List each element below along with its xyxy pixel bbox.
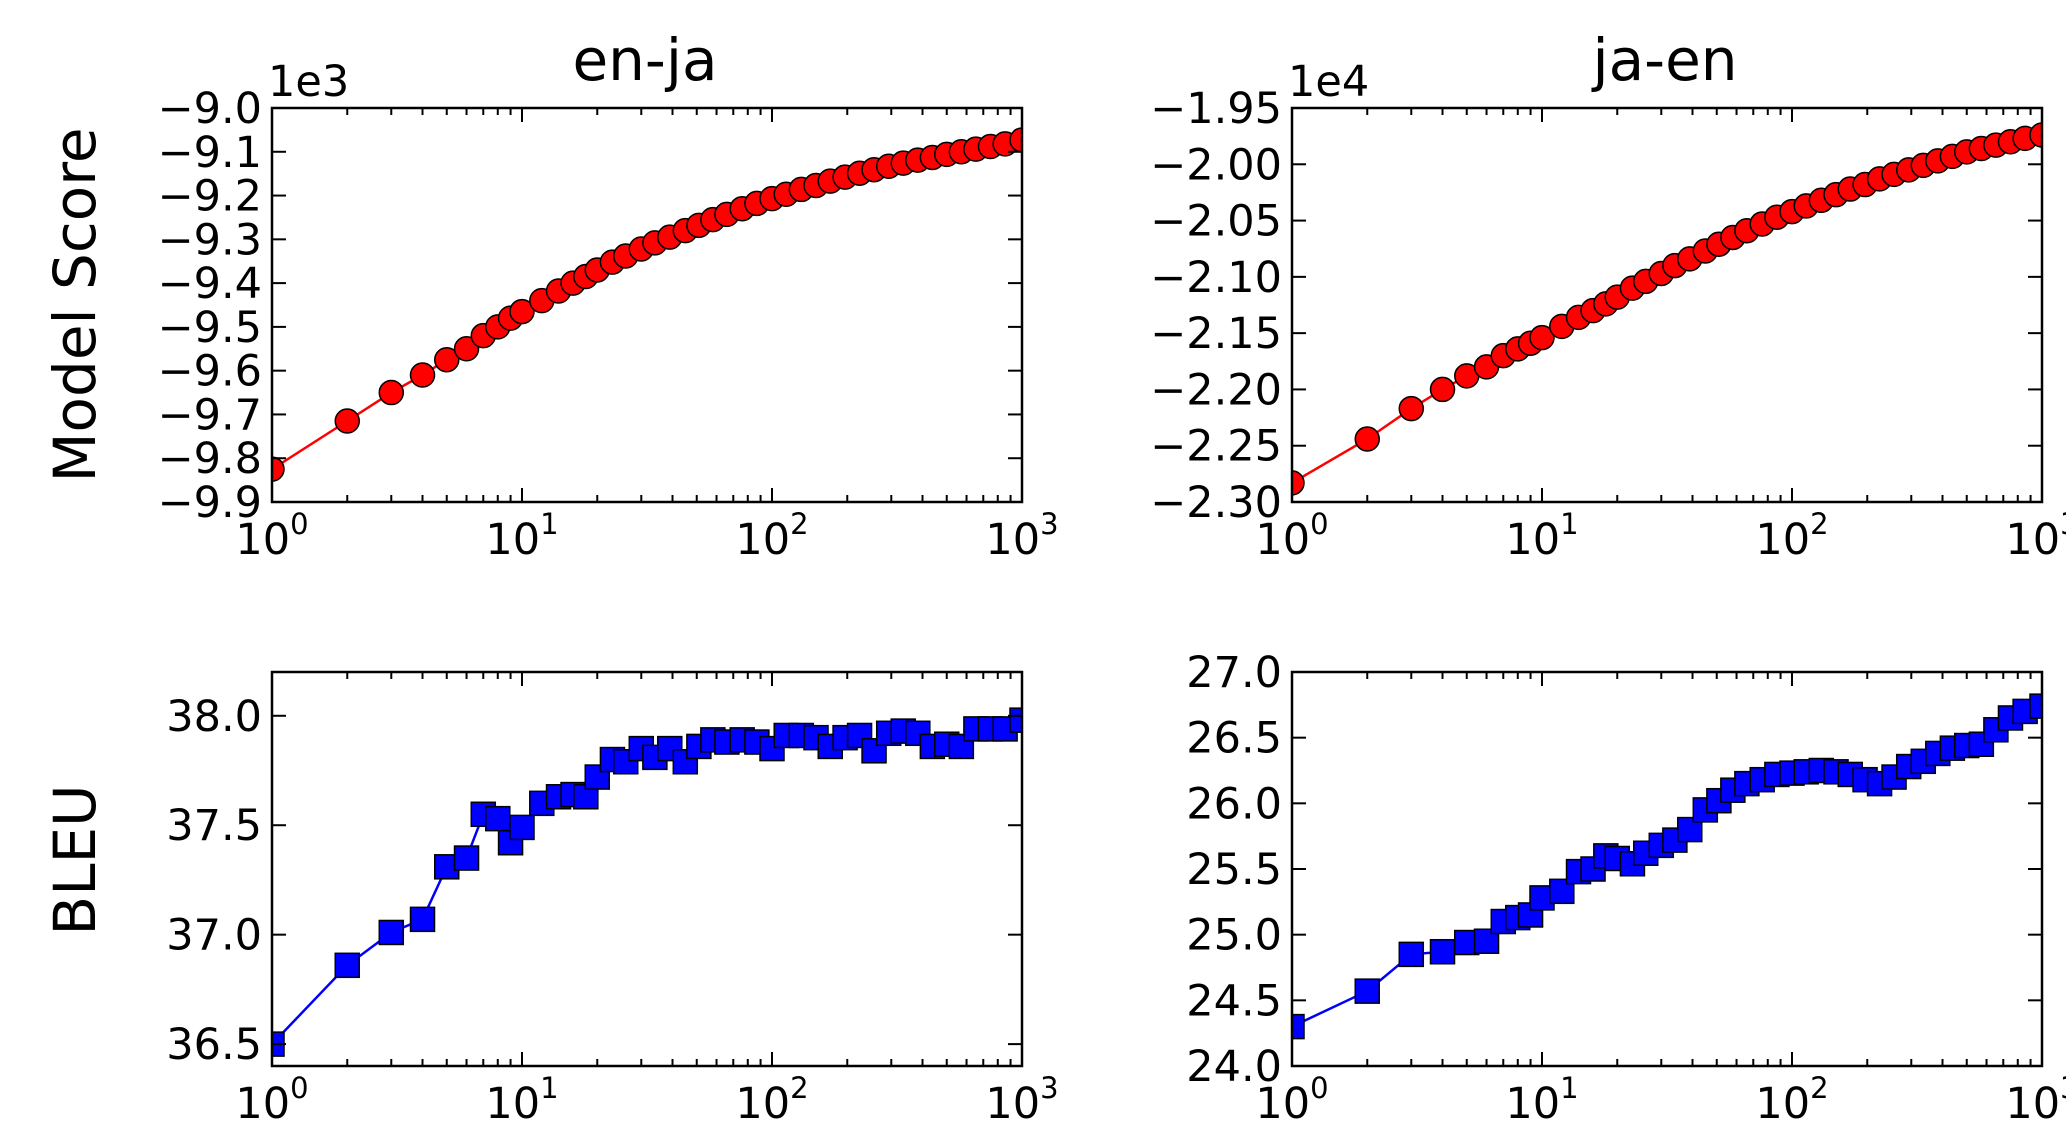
data-point (378, 919, 405, 946)
data-point (2029, 122, 2042, 148)
data-point (378, 379, 405, 406)
y-tick-label: −9.6 (158, 347, 262, 397)
data-point (1429, 938, 1456, 965)
y-tick-label: −9.4 (158, 259, 262, 309)
y-tick-label: 24.0 (1186, 1042, 1282, 1092)
data-point (453, 845, 480, 871)
data-point (334, 952, 361, 979)
y-tick-label: 38.0 (166, 692, 262, 742)
plot-en-ja-bleu: 100 101 102 103 36.5 37.0 37.5 38.0 (166, 670, 1059, 1129)
x-tick-label: 100 (235, 507, 308, 565)
column-title-en-ja: en-ja (572, 26, 717, 94)
y-tick-label: −9.5 (158, 303, 262, 353)
y-tick-label: −2.30 (1150, 478, 1282, 528)
data-point (1009, 127, 1022, 153)
x-tick-label: 101 (1505, 1071, 1578, 1129)
x-tick-label: 102 (735, 507, 808, 565)
y-tick-label: −9.3 (158, 215, 262, 265)
x-tick-label: 100 (1255, 1071, 1328, 1129)
axes-frame (1290, 106, 2044, 504)
y-tick-label: 24.5 (1186, 976, 1282, 1026)
x-tick-label: 100 (235, 1071, 308, 1129)
y-tick-label: −9.8 (158, 434, 262, 484)
row-label-model-score: Model Score (41, 127, 109, 482)
y-tick-label: −9.2 (158, 172, 262, 222)
axes-frame (270, 106, 1024, 504)
y-tick-label: −1.95 (1150, 84, 1282, 134)
x-tick-label: 101 (1505, 507, 1578, 565)
x-tick-label: 102 (735, 1071, 808, 1129)
data-point (334, 408, 361, 434)
y-tick-label: −2.05 (1150, 197, 1282, 247)
y-tick-label: −9.1 (158, 128, 262, 178)
plot-ja-en-bleu: 100 101 102 103 24.0 24.5 25.0 25.5 26.0 26.5 27.0 (1186, 648, 2066, 1129)
y-tick-label: −2.15 (1150, 309, 1282, 359)
y-tick-label: −9.0 (158, 84, 262, 134)
y-tick-label: 36.5 (166, 1020, 262, 1070)
x-tick-label: 102 (1755, 1071, 1828, 1129)
y-tick-label: −2.00 (1150, 140, 1282, 190)
y-tick-label: 37.5 (166, 801, 262, 851)
data-point (453, 336, 480, 362)
x-tick-label: 103 (985, 1071, 1058, 1129)
y-tick-label: 37.0 (166, 911, 262, 961)
data-point (1398, 395, 1425, 422)
data-point (433, 346, 460, 373)
data-point (2029, 693, 2042, 719)
data-point (1292, 470, 1305, 496)
data-point (409, 906, 436, 933)
column-title-ja-en: ja-en (1590, 26, 1737, 94)
data-point (409, 362, 436, 388)
x-tick-label: 103 (985, 507, 1058, 565)
x-tick-label: 100 (1255, 507, 1328, 565)
x-tick-label: 101 (485, 507, 558, 565)
axes-frame (270, 670, 1024, 1068)
y-tick-label: −9.9 (158, 478, 262, 528)
data-point (1009, 707, 1022, 733)
x-tick-label: 102 (1755, 507, 1828, 565)
y-tick-label: 25.5 (1186, 845, 1282, 895)
data-point (1354, 426, 1381, 452)
data-point (272, 456, 285, 482)
data-point (509, 814, 535, 841)
x-tick-label: 103 (2005, 1071, 2066, 1129)
y-tick-label: −9.7 (158, 390, 262, 440)
x-tick-label: 101 (485, 1071, 558, 1129)
data-point (1529, 324, 1555, 351)
y-tick-label: 25.0 (1186, 911, 1282, 961)
data-point (1398, 941, 1425, 968)
y-tick-label: 26.0 (1186, 779, 1282, 829)
data-point (1292, 1013, 1305, 1040)
y-tick-label: −2.25 (1150, 422, 1282, 472)
y-tick-label: 27.0 (1186, 648, 1282, 698)
data-point (1429, 376, 1456, 403)
y-tick-label: 26.5 (1186, 714, 1282, 764)
y-tick-label: −2.10 (1150, 253, 1282, 303)
data-point (1354, 978, 1381, 1004)
y-offset-label: 1e4 (1288, 57, 1369, 107)
y-tick-label: −2.20 (1150, 365, 1282, 415)
row-label-bleu: BLEU (41, 784, 109, 935)
y-offset-label: 1e3 (268, 57, 349, 107)
data-point (485, 805, 511, 832)
x-tick-label: 103 (2005, 507, 2066, 565)
plot-ja-en-model-score: 100 101 102 103 −2.30 −2.25 −2.20 −2.15 −2.10 −2.… (1150, 57, 2066, 565)
plot-en-ja-model-score: 100 101 102 103 −9.9−9.8−9.7−9.6−9.5−9.4−9.3… (158, 57, 1059, 565)
data-point (509, 298, 535, 325)
